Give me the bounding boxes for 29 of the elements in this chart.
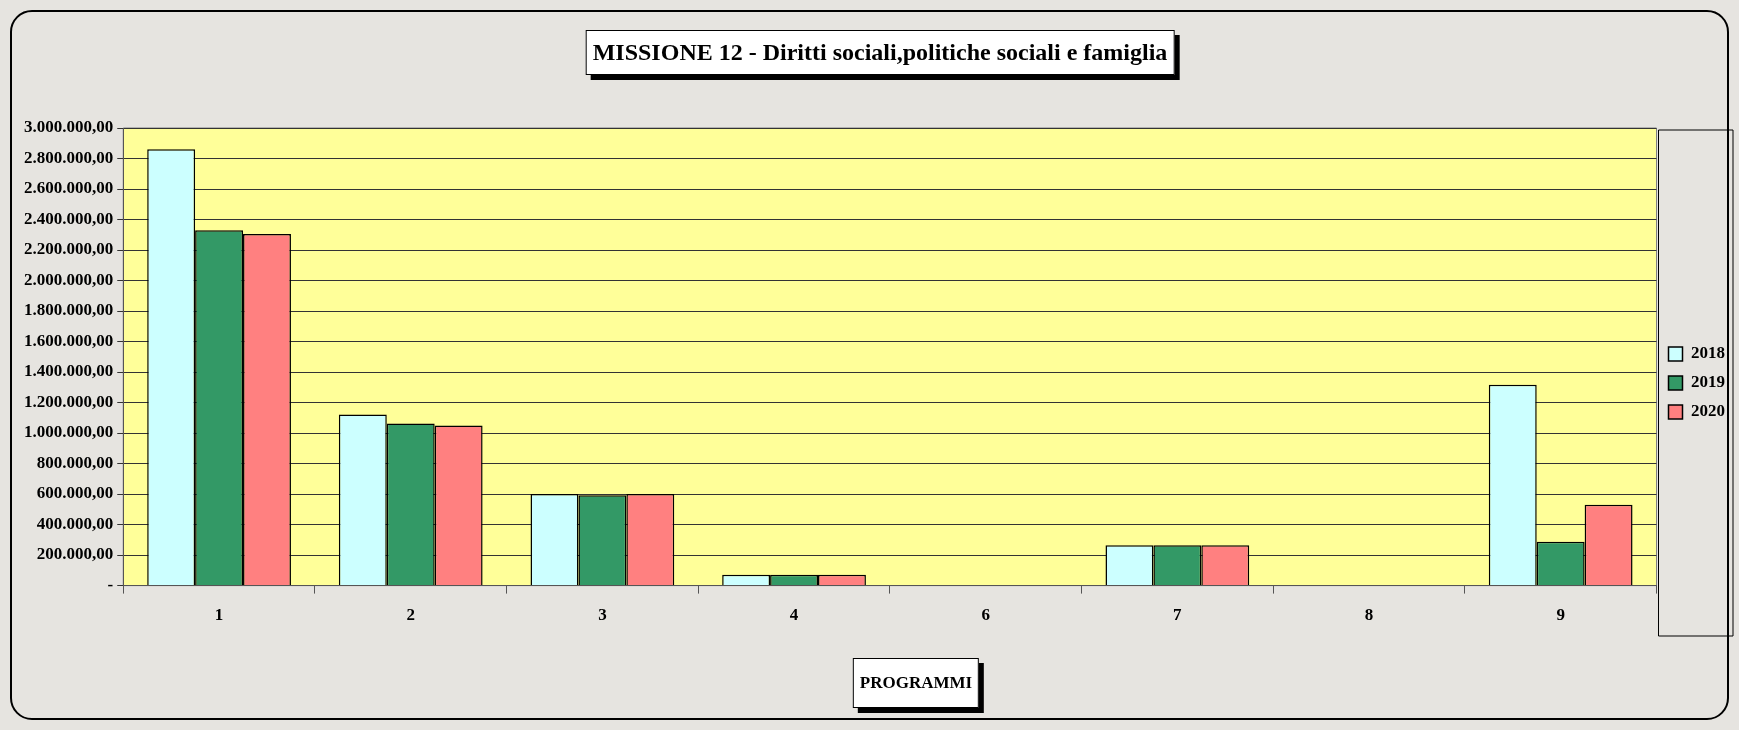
legend-label: 2020 [1691, 401, 1725, 421]
y-tick-label: 1.000.000,00 [24, 422, 114, 442]
x-axis-title: PROGRAMMI [852, 658, 980, 708]
x-tick-label: 6 [981, 605, 990, 625]
x-tick-label: 3 [598, 605, 607, 625]
y-tick-label: 200.000,00 [36, 544, 114, 564]
y-tick-label: 2.000.000,00 [24, 269, 114, 289]
y-tick-label: 1.600.000,00 [24, 330, 114, 350]
y-tick-label: 800.000,00 [36, 452, 114, 472]
legend-label: 2018 [1691, 343, 1725, 363]
y-tick-label: 2.200.000,00 [24, 239, 114, 259]
x-tick-label: 7 [1173, 605, 1183, 625]
legend-label: 2019 [1691, 372, 1725, 392]
y-tick-label: 2.600.000,00 [24, 178, 114, 198]
y-tick-label: 400.000,00 [36, 513, 114, 533]
y-tick-label: 1.800.000,00 [24, 300, 114, 320]
y-tick-label: 1.400.000,00 [24, 361, 114, 381]
x-tick-label: 4 [789, 605, 799, 625]
y-tick-label: - [107, 574, 114, 594]
y-tick-label: 1.200.000,00 [24, 391, 114, 411]
x-tick-label: 9 [1556, 605, 1565, 625]
y-tick-label: 2.400.000,00 [24, 208, 114, 228]
y-tick-label: 2.800.000,00 [24, 147, 114, 167]
x-tick-label: 1 [214, 605, 224, 625]
x-tick-label: 8 [1364, 605, 1374, 625]
y-tick-label: 600.000,00 [36, 483, 114, 503]
x-tick-label: 2 [406, 605, 415, 625]
y-tick-label: 3.000.000,00 [24, 117, 114, 137]
chart-title: MISSIONE 12 - Diritti sociali,politiche sociali e famiglia [585, 30, 1175, 75]
